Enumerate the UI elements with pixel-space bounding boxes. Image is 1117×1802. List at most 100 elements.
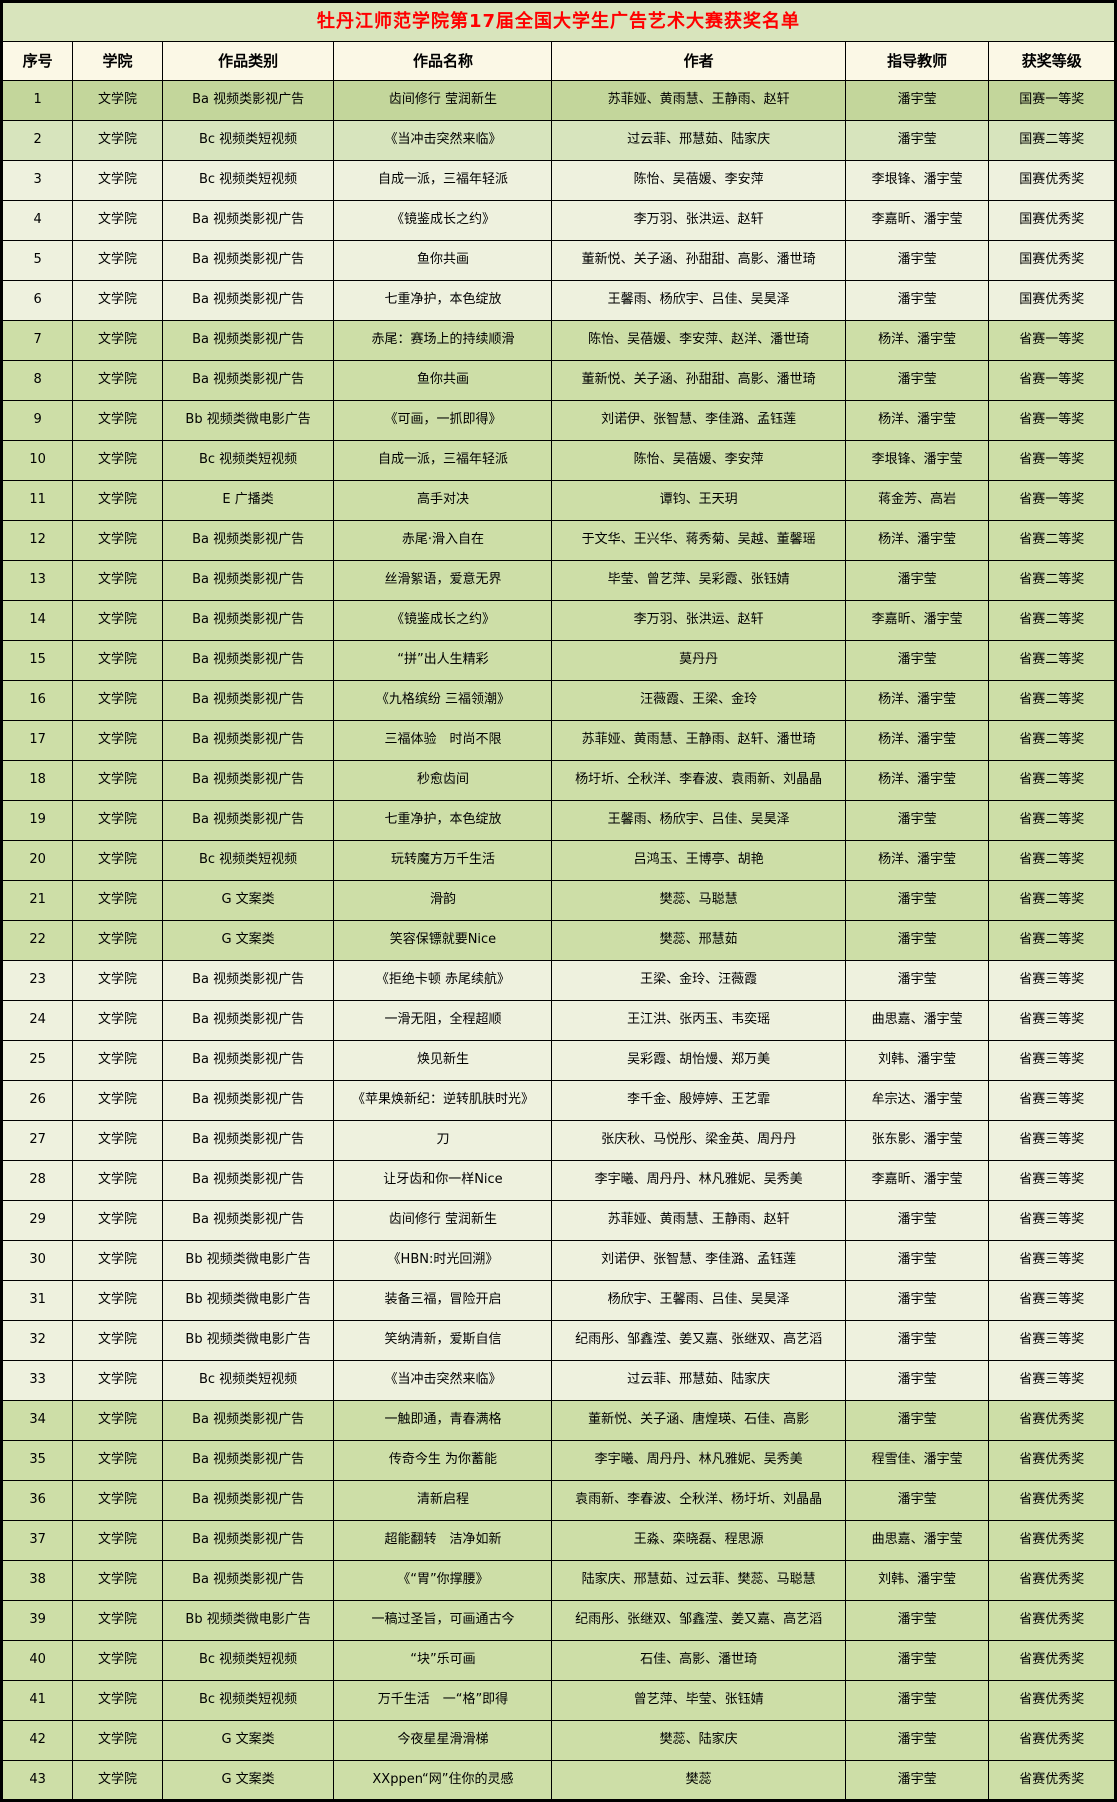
cell-award: 国赛一等奖 <box>988 80 1116 121</box>
cell-no: 27 <box>0 1120 74 1161</box>
cell-authors: 石佳、高影、潘世琦 <box>551 1640 846 1681</box>
cell-work: 齿间修行 莹润新生 <box>333 1200 553 1241</box>
cell-authors: 陈怡、吴蓓媛、李安萍、赵洋、潘世琦 <box>551 320 846 361</box>
cell-no: 24 <box>0 1000 74 1041</box>
cell-authors: 过云菲、邢慧茹、陆家庆 <box>551 1360 846 1401</box>
cell-work: 赤尾·滑入自在 <box>333 520 553 561</box>
cell-category: Bb 视频类微电影广告 <box>161 1600 335 1641</box>
cell-category: G 文案类 <box>161 920 335 961</box>
cell-no: 15 <box>0 640 74 681</box>
cell-category: G 文案类 <box>161 1720 335 1761</box>
cell-award: 省赛一等奖 <box>988 360 1116 401</box>
cell-award: 省赛一等奖 <box>988 400 1116 441</box>
cell-authors: 纪雨彤、张继双、邹鑫滢、姜又嘉、高艺滔 <box>551 1600 846 1641</box>
cell-advisors: 潘宇莹 <box>844 240 990 281</box>
cell-college: 文学院 <box>72 1040 163 1081</box>
cell-authors: 李宇曦、周丹丹、林凡雅妮、吴秀美 <box>551 1440 846 1481</box>
cell-category: Ba 视频类影视广告 <box>161 360 335 401</box>
cell-college: 文学院 <box>72 1240 163 1281</box>
cell-advisors: 潘宇莹 <box>844 1200 990 1241</box>
cell-category: Ba 视频类影视广告 <box>161 240 335 281</box>
cell-authors: 纪雨彤、邹鑫滢、姜又嘉、张继双、高艺滔 <box>551 1320 846 1361</box>
cell-advisors: 潘宇莹 <box>844 1640 990 1681</box>
table-row: 6 文学院 Ba 视频类影视广告 七重净护，本色绽放 王馨雨、杨欣宇、吕佳、吴昊泽 潘宇莹… <box>0 280 1116 321</box>
cell-award: 省赛优秀奖 <box>988 1400 1116 1441</box>
cell-work: XXppen“网”住你的灵感 <box>333 1760 553 1801</box>
cell-work: 一触即通，青春满格 <box>333 1400 553 1441</box>
cell-category: Ba 视频类影视广告 <box>161 1160 335 1201</box>
cell-category: Ba 视频类影视广告 <box>161 640 335 681</box>
cell-category: Bc 视频类短视频 <box>161 1680 335 1721</box>
cell-authors: 曾艺萍、毕莹、张钰婧 <box>551 1680 846 1721</box>
cell-work: 玩转魔方万千生活 <box>333 840 553 881</box>
cell-authors: 王馨雨、杨欣宇、吕佳、吴昊泽 <box>551 280 846 321</box>
table-row: 2 文学院 Bc 视频类短视频 《当冲击突然来临》 过云菲、邢慧茹、陆家庆 潘宇莹 国赛二等… <box>0 120 1116 161</box>
table-row: 35 文学院 Ba 视频类影视广告 传奇今生 为你蓄能 李宇曦、周丹丹、林凡雅妮、吴秀美… <box>0 1440 1116 1481</box>
cell-college: 文学院 <box>72 480 163 521</box>
cell-advisors: 潘宇莹 <box>844 80 990 121</box>
cell-college: 文学院 <box>72 1520 163 1561</box>
cell-authors: 杨圩圻、仝秋洋、李春波、袁雨新、刘晶晶 <box>551 760 846 801</box>
cell-no: 38 <box>0 1560 74 1601</box>
cell-college: 文学院 <box>72 1560 163 1601</box>
cell-work: 三福体验 时尚不限 <box>333 720 553 761</box>
cell-no: 39 <box>0 1600 74 1641</box>
cell-work: 焕见新生 <box>333 1040 553 1081</box>
cell-authors: 陆家庆、邢慧茹、过云菲、樊蕊、马聪慧 <box>551 1560 846 1601</box>
table-row: 3 文学院 Bc 视频类短视频 自成一派，三福年轻派 陈怡、吴蓓媛、李安萍 李垠锋、潘宇莹… <box>0 160 1116 201</box>
cell-no: 5 <box>0 240 74 281</box>
cell-authors: 吴彩霞、胡怡熳、郑万美 <box>551 1040 846 1081</box>
cell-no: 17 <box>0 720 74 761</box>
cell-work: 传奇今生 为你蓄能 <box>333 1440 553 1481</box>
cell-college: 文学院 <box>72 880 163 921</box>
cell-authors: 于文华、王兴华、蒋秀菊、吴越、董馨瑶 <box>551 520 846 561</box>
cell-category: Ba 视频类影视广告 <box>161 680 335 721</box>
cell-award: 省赛二等奖 <box>988 800 1116 841</box>
cell-work: “块”乐可画 <box>333 1640 553 1681</box>
cell-award: 省赛二等奖 <box>988 560 1116 601</box>
cell-college: 文学院 <box>72 1280 163 1321</box>
cell-advisors: 曲思嘉、潘宇莹 <box>844 1520 990 1561</box>
cell-no: 36 <box>0 1480 74 1521</box>
cell-college: 文学院 <box>72 200 163 241</box>
cell-award: 省赛三等奖 <box>988 1160 1116 1201</box>
table-row: 30 文学院 Bb 视频类微电影广告 《HBN:时光回溯》 刘诺伊、张智慧、李佳潞、孟钰… <box>0 1240 1116 1281</box>
cell-authors: 陈怡、吴蓓媛、李安萍 <box>551 160 846 201</box>
cell-advisors: 张东影、潘宇莹 <box>844 1120 990 1161</box>
cell-college: 文学院 <box>72 1400 163 1441</box>
cell-college: 文学院 <box>72 1480 163 1521</box>
cell-award: 省赛二等奖 <box>988 640 1116 681</box>
cell-no: 30 <box>0 1240 74 1281</box>
table-row: 17 文学院 Ba 视频类影视广告 三福体验 时尚不限 苏菲娅、黄雨慧、王静雨、赵轩、潘… <box>0 720 1116 761</box>
cell-advisors: 程雪佳、潘宇莹 <box>844 1440 990 1481</box>
cell-college: 文学院 <box>72 360 163 401</box>
cell-advisors: 潘宇莹 <box>844 1720 990 1761</box>
cell-award: 省赛优秀奖 <box>988 1680 1116 1721</box>
cell-no: 14 <box>0 600 74 641</box>
cell-college: 文学院 <box>72 800 163 841</box>
table-row: 12 文学院 Ba 视频类影视广告 赤尾·滑入自在 于文华、王兴华、蒋秀菊、吴越、董馨瑶… <box>0 520 1116 561</box>
cell-advisors: 李垠锋、潘宇莹 <box>844 160 990 201</box>
cell-award: 省赛一等奖 <box>988 320 1116 361</box>
cell-no: 7 <box>0 320 74 361</box>
table-row: 14 文学院 Ba 视频类影视广告 《镜鉴成长之约》 李万羽、张洪运、赵轩 李嘉昕、潘宇莹… <box>0 600 1116 641</box>
cell-advisors: 杨洋、潘宇莹 <box>844 840 990 881</box>
table-row: 15 文学院 Ba 视频类影视广告 “拼”出人生精彩 莫丹丹 潘宇莹 省赛二等奖 <box>0 640 1116 681</box>
table-row: 31 文学院 Bb 视频类微电影广告 装备三福，冒险开启 杨欣宇、王馨雨、吕佳、吴昊泽潘… <box>0 1280 1116 1321</box>
column-header-work: 作品名称 <box>333 41 553 81</box>
cell-college: 文学院 <box>72 400 163 441</box>
cell-authors: 董新悦、关子涵、孙甜甜、高影、潘世琦 <box>551 360 846 401</box>
cell-work: 让牙齿和你一样Nice <box>333 1160 553 1201</box>
cell-no: 37 <box>0 1520 74 1561</box>
cell-authors: 苏菲娅、黄雨慧、王静雨、赵轩 <box>551 1200 846 1241</box>
cell-award: 省赛二等奖 <box>988 840 1116 881</box>
cell-work: 滑韵 <box>333 880 553 921</box>
cell-category: Bc 视频类短视频 <box>161 160 335 201</box>
cell-no: 35 <box>0 1440 74 1481</box>
table-row: 40 文学院 Bc 视频类短视频 “块”乐可画 石佳、高影、潘世琦 潘宇莹 省赛优秀奖 <box>0 1640 1116 1681</box>
cell-award: 省赛二等奖 <box>988 720 1116 761</box>
cell-authors: 樊蕊、陆家庆 <box>551 1720 846 1761</box>
cell-advisors: 李垠锋、潘宇莹 <box>844 440 990 481</box>
cell-authors: 王淼、栾晓磊、程思源 <box>551 1520 846 1561</box>
cell-authors: 李宇曦、周丹丹、林凡雅妮、吴秀美 <box>551 1160 846 1201</box>
